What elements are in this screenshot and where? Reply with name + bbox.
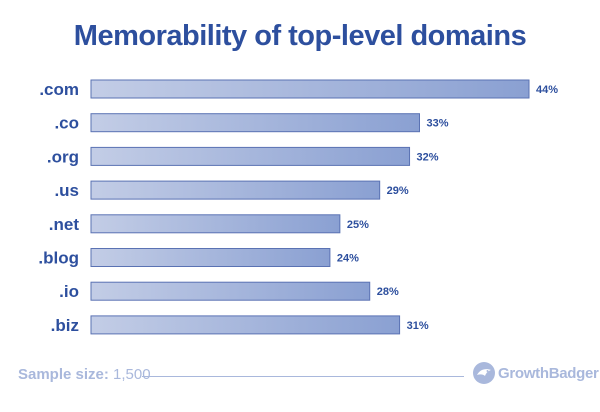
value-label-biz: 31% (407, 320, 429, 332)
bar-org (90, 146, 411, 166)
brand-logo: GrowthBadger (472, 360, 599, 386)
bar-co (90, 113, 420, 133)
category-label-io: .io (59, 282, 79, 301)
category-label-co: .co (54, 114, 79, 133)
bar-blog (90, 248, 331, 267)
category-label-us: .us (54, 181, 79, 200)
value-label-org: 32% (417, 151, 439, 163)
category-label-biz: .biz (51, 316, 79, 335)
sample-size-label: Sample size: (18, 366, 109, 383)
category-label-org: .org (47, 147, 79, 166)
category-label-com: .com (39, 80, 79, 99)
chart-title: Memorability of top-level domains (73, 20, 527, 52)
bar-com (90, 79, 530, 99)
value-label-co: 33% (427, 118, 449, 130)
bars-layer: .com 44% .co 33% .org 32% .us 29% .net 25% .blog 24… (38, 79, 558, 335)
bar-us (90, 180, 381, 200)
footer-divider (142, 376, 464, 377)
value-label-us: 29% (387, 185, 409, 197)
value-label-blog: 24% (337, 253, 359, 265)
badger-logo-icon (473, 362, 495, 384)
sample-size-value: 1,500 (113, 366, 151, 383)
value-label-io: 28% (377, 286, 399, 298)
bar-net (90, 214, 341, 234)
value-label-net: 25% (347, 219, 369, 231)
category-label-net: .net (49, 215, 80, 234)
value-label-com: 44% (536, 84, 558, 96)
bar-io (90, 281, 371, 301)
brand-name: GrowthBadger (498, 364, 599, 382)
sample-size-note: Sample size: 1,500 (18, 366, 151, 383)
category-label-blog: .blog (38, 249, 79, 268)
bar-biz (90, 315, 401, 335)
